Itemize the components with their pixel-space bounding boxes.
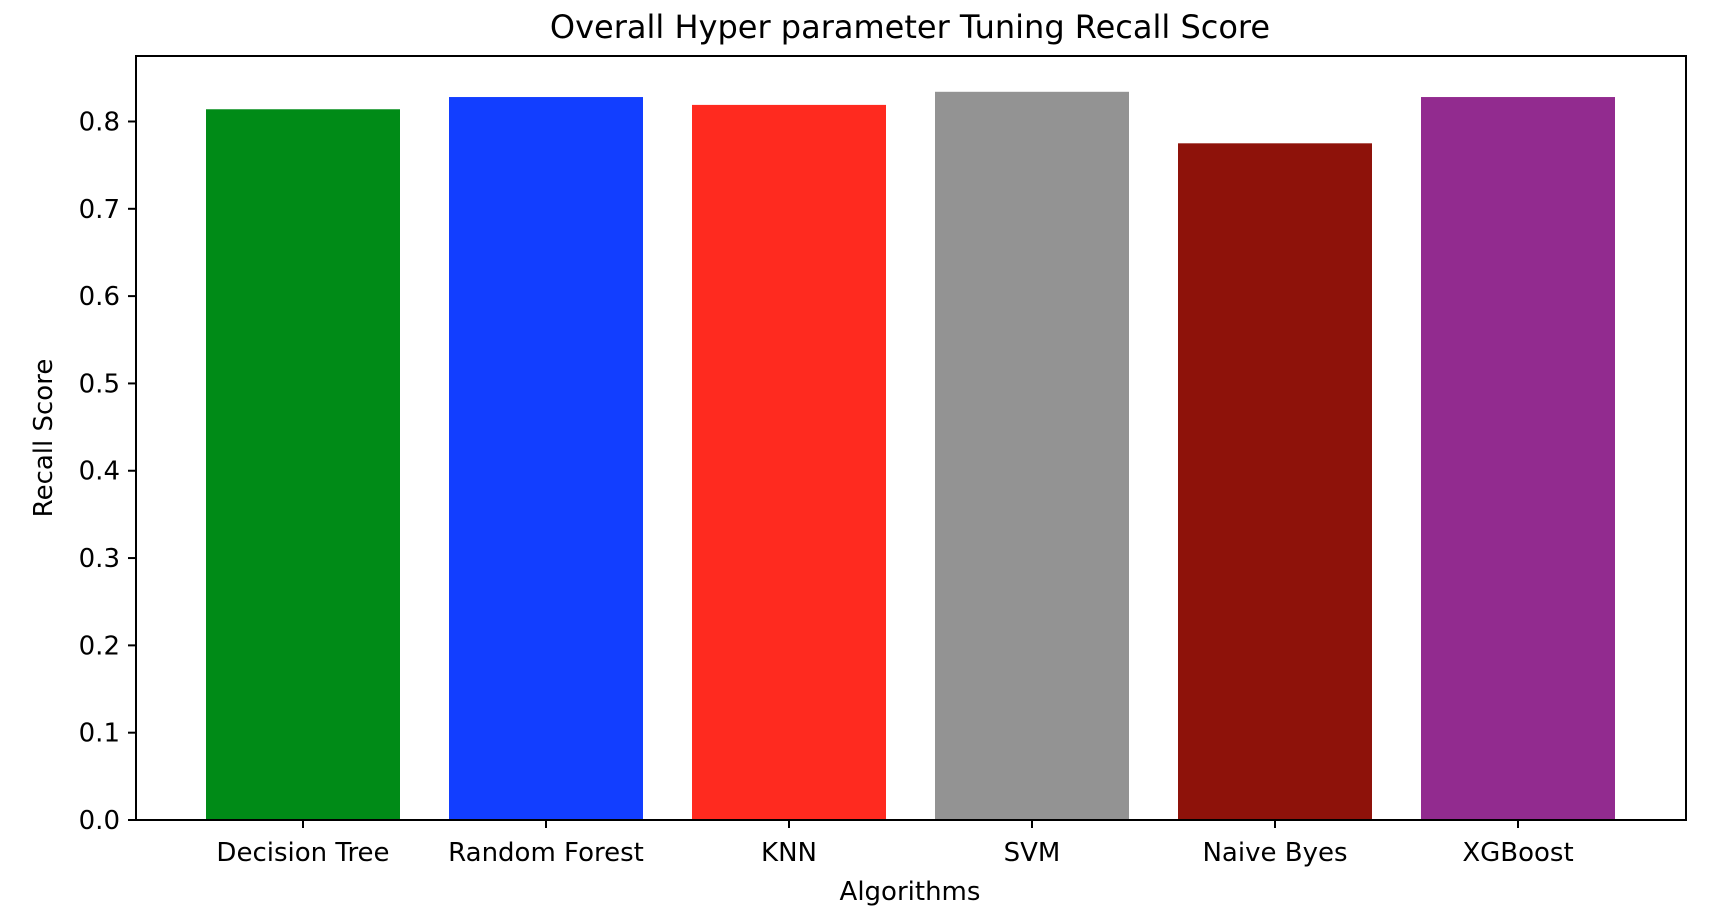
x-tick-label: Decision Tree: [216, 838, 389, 868]
y-tick-label: 0.4: [79, 457, 120, 487]
x-axis-label: Algorithms: [840, 877, 981, 907]
y-tick-label: 0.5: [79, 369, 120, 399]
y-tick-label: 0.2: [79, 631, 120, 661]
bar-decision-tree: [206, 109, 400, 820]
bar-random-forest: [449, 97, 643, 820]
bar-xgboost: [1421, 97, 1615, 820]
chart-title: Overall Hyper parameter Tuning Recall Sc…: [550, 8, 1270, 46]
y-tick-label: 0.8: [79, 107, 120, 137]
y-tick-label: 0.0: [79, 806, 120, 836]
y-axis: 0.0 0.1 0.2 0.3 0.4 0.5 0.6 0.7 0.8: [79, 107, 136, 836]
bars-group: [206, 91, 1615, 821]
bar-svm: [935, 91, 1129, 821]
plot-frame: [135, 55, 1687, 821]
y-axis-label: Recall Score: [29, 359, 59, 518]
x-tick-label: KNN: [761, 838, 817, 868]
y-tick-label: 0.7: [79, 195, 120, 225]
x-axis: Decision Tree Random Forest KNN SVM Naive By…: [216, 820, 1574, 868]
bar-naive-byes: [1178, 143, 1372, 821]
y-tick-label: 0.3: [79, 544, 120, 574]
x-tick-label: Random Forest: [448, 838, 644, 868]
bar-knn: [692, 104, 886, 821]
y-tick-label: 0.6: [79, 282, 120, 312]
x-tick-label: SVM: [1004, 838, 1061, 868]
x-tick-label: XGBoost: [1462, 838, 1573, 868]
y-tick-label: 0.1: [79, 719, 120, 749]
x-tick-label: Naive Byes: [1202, 838, 1347, 868]
